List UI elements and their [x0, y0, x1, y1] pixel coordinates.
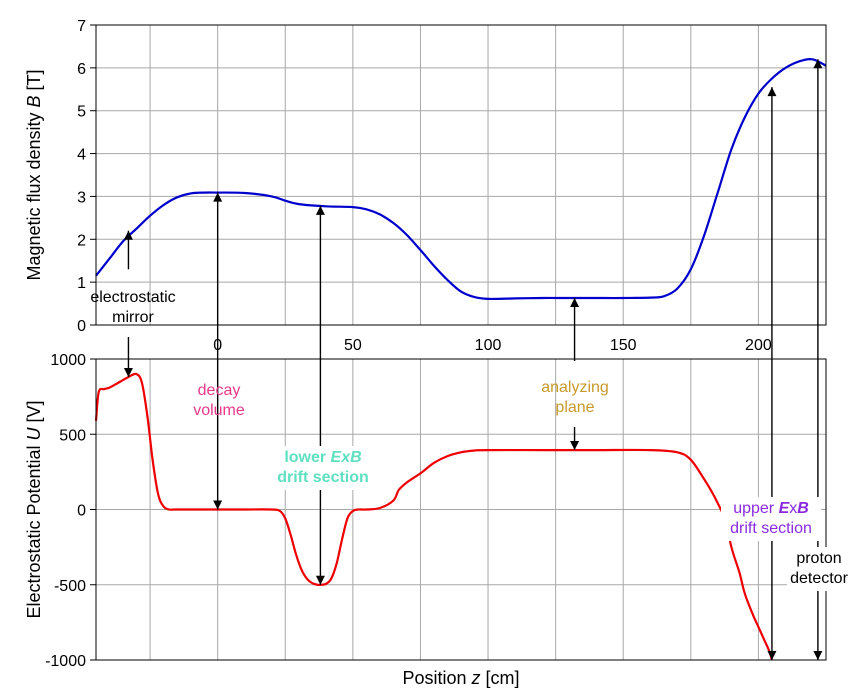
annotation-line: mirror — [112, 309, 154, 326]
y-tick-label: 2 — [77, 232, 86, 249]
arrow-head — [767, 651, 777, 660]
arrow-head — [570, 298, 580, 307]
bottom-panel-electrostatic-potential: -1000 -500 0 500 1000 Electrostatic Potential… — [24, 352, 827, 688]
y-tick-label: 1 — [77, 275, 86, 292]
label-part: proton — [796, 550, 841, 567]
y-tick-label: 3 — [77, 189, 86, 206]
series-line-potential — [94, 372, 773, 661]
annotation-line: upper ExB — [733, 500, 809, 517]
annotation-arrows — [123, 59, 823, 660]
x-axis-label: Position z [cm] — [402, 668, 519, 688]
label-part: B — [797, 500, 809, 517]
y-tick-label: 0 — [77, 318, 86, 335]
annotation-line: decay — [198, 382, 241, 399]
label-part: plane — [555, 399, 594, 416]
y-tick-label: 5 — [77, 104, 86, 121]
label-part: [cm] — [481, 668, 520, 688]
arrow-head — [813, 59, 823, 69]
arrow-head — [315, 205, 325, 215]
arrow-head — [123, 368, 133, 378]
series-line-magnetic-field — [95, 58, 827, 301]
label-part: Position — [402, 668, 471, 688]
arrow-head — [813, 651, 823, 660]
label-part: decay — [198, 382, 241, 399]
annotation-electrostatic-mirror: electrostatic mirror — [90, 289, 175, 326]
label-part: [T] — [24, 69, 44, 95]
y-axis-label: Magnetic flux density B [T] — [24, 69, 44, 280]
arrow-head — [315, 575, 325, 585]
label-part: electrostatic — [90, 289, 175, 306]
arrow-head — [570, 441, 580, 451]
arrow-head — [123, 230, 133, 240]
annotation-line: plane — [555, 399, 594, 416]
label-part: Magnetic flux density — [24, 107, 44, 280]
label-part: z — [471, 668, 481, 688]
y-tick-label: -500 — [54, 578, 86, 595]
y-tick-label: -1000 — [45, 653, 86, 670]
y-tick-label: 500 — [59, 427, 86, 444]
label-part: lower — [284, 449, 330, 466]
annotation-background — [721, 497, 821, 541]
y-tick-label: 4 — [77, 147, 86, 164]
arrow-head — [767, 87, 777, 97]
label-part: detector — [790, 570, 848, 587]
label-part: Electrostatic Potential — [24, 440, 44, 618]
label-part: [V] — [24, 400, 44, 427]
y-axis-label: Electrostatic Potential U [V] — [24, 400, 44, 618]
label-part: B — [24, 95, 44, 107]
y-tick-label: 1000 — [50, 352, 86, 369]
label-part: volume — [193, 402, 245, 419]
annotation-line: drift section — [730, 520, 812, 537]
arrow-head — [213, 500, 223, 510]
x-tick-label: 100 — [475, 337, 502, 354]
arrow-head — [213, 192, 223, 202]
x-tick-label: 200 — [745, 337, 772, 354]
y-tick-label: 7 — [77, 18, 86, 35]
annotation-line: detector — [790, 570, 848, 587]
annotation-line: electrostatic — [90, 289, 175, 306]
annotation-analyzing-plane: analyzing plane — [541, 379, 609, 416]
annotation-background — [268, 446, 378, 490]
x-tick-label: 50 — [344, 337, 362, 354]
annotation-line: proton — [796, 550, 841, 567]
y-tick-label: 0 — [77, 503, 86, 520]
y-tick-label: 6 — [77, 61, 86, 78]
label-part: ExB — [331, 449, 362, 466]
x-tick-label: 150 — [610, 337, 637, 354]
annotation-background — [787, 547, 851, 591]
label-part: upper — [733, 500, 778, 517]
label-part: analyzing — [541, 379, 609, 396]
annotation-lower-exb: lower ExB drift section — [268, 446, 378, 490]
annotation-line: drift section — [277, 469, 369, 486]
annotation-line: lower ExB — [284, 449, 361, 466]
label-part: U — [24, 426, 44, 440]
label-part: drift section — [730, 520, 812, 537]
annotation-line: analyzing — [541, 379, 609, 396]
label-part: x — [789, 500, 797, 517]
annotation-decay-volume: decay volume — [193, 382, 245, 419]
label-part: mirror — [112, 309, 154, 326]
plot-frame — [95, 24, 827, 326]
annotation-proton-detector: proton detector — [787, 547, 851, 591]
top-panel-magnetic-field: 01234567050100150200Magnetic flux densit… — [24, 18, 827, 354]
annotation-line: volume — [193, 402, 245, 419]
label-part: drift section — [277, 469, 369, 486]
label-part: E — [779, 500, 791, 517]
